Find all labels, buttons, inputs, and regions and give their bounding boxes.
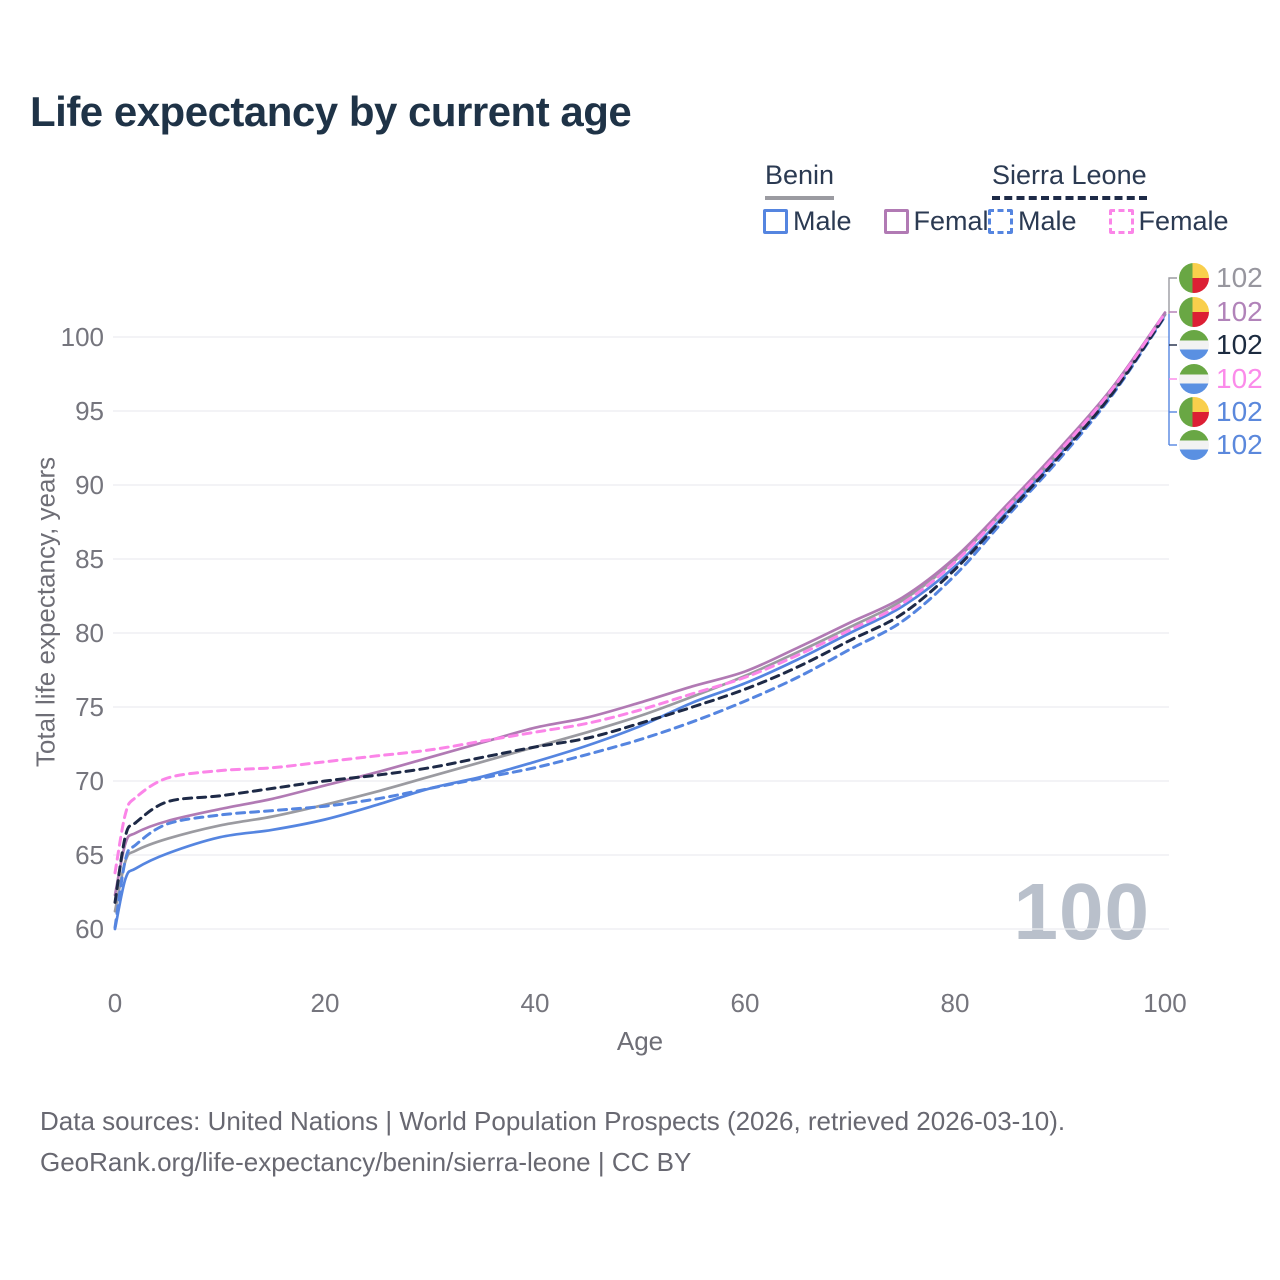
y-tick-100: 100: [60, 322, 104, 352]
series-line-benin-male[interactable]: [113, 313, 1167, 931]
end-value: 102: [1216, 363, 1263, 394]
legend-item-benin-male[interactable]: Male: [763, 206, 852, 237]
series-line-sierra-leone-female[interactable]: [113, 311, 1167, 875]
x-tick-0: 0: [107, 988, 123, 1018]
benin-female-swatch-icon: [883, 209, 909, 234]
end-label-sierra-leone-female[interactable]: 102: [1179, 363, 1263, 395]
benin-male-swatch-icon: [763, 209, 788, 234]
end-label-sierra-leone-total[interactable]: 102: [1179, 329, 1263, 361]
sierra-leone-flag-icon: [1179, 430, 1209, 460]
y-tick-70: 70: [75, 766, 104, 796]
y-tick-80: 80: [75, 618, 104, 648]
y-tick-60: 60: [75, 914, 104, 944]
y-tick-85: 85: [75, 544, 104, 574]
x-tick-20: 20: [310, 988, 340, 1018]
legend-label: Male: [793, 206, 852, 236]
end-value: 102: [1216, 396, 1263, 427]
legend-row-benin: Male Female: [763, 206, 1004, 237]
data-sources-text: Data sources: United Nations | World Pop…: [40, 1106, 1066, 1136]
georank-url-text: GeoRank.org/life-expectancy/benin/sierra…: [40, 1147, 692, 1177]
x-tick-80: 80: [940, 988, 970, 1018]
legend-row-sierra-leone: Male Female: [988, 206, 1229, 237]
benin-flag-icon: [1179, 297, 1209, 327]
page-title: Life expectancy by current age: [30, 88, 632, 135]
series-line-sierra-leone-total[interactable]: [113, 314, 1167, 904]
series-line-sierra-leone-male[interactable]: [113, 314, 1167, 929]
x-tick-40: 40: [520, 988, 550, 1018]
end-label-benin-male[interactable]: 102: [1179, 396, 1263, 428]
legend-label: Female: [1138, 206, 1229, 236]
sierra-leone-male-swatch-icon: [988, 209, 1013, 234]
end-value: 102: [1216, 429, 1263, 460]
y-tick-90: 90: [75, 470, 104, 500]
end-value: 102: [1216, 262, 1263, 293]
age-watermark: 100: [1013, 867, 1150, 956]
leader-line-benin-total: [1168, 277, 1177, 315]
legend-group-benin[interactable]: Benin: [765, 160, 835, 200]
series-line-benin-female[interactable]: [113, 311, 1167, 897]
x-tick-100: 100: [1143, 988, 1187, 1018]
legend-item-sierra-leone-male[interactable]: Male: [988, 206, 1077, 237]
y-tick-75: 75: [75, 692, 104, 722]
y-tick-65: 65: [75, 840, 104, 870]
x-axis-title: Age: [616, 1026, 664, 1056]
sierra-leone-female-swatch-icon: [1108, 209, 1134, 234]
x-tick-60: 60: [730, 988, 760, 1018]
end-label-sierra-leone-male[interactable]: 102: [1179, 429, 1263, 461]
series-line-benin-total[interactable]: [113, 312, 1167, 913]
legend-group-sierra-leone[interactable]: Sierra Leone: [992, 160, 1147, 200]
legend-label: Male: [1018, 206, 1077, 236]
end-value: 102: [1216, 329, 1263, 360]
end-label-benin-female[interactable]: 102: [1179, 296, 1263, 328]
benin-flag-icon: [1179, 263, 1209, 293]
legend-item-sierra-leone-female[interactable]: Female: [1108, 206, 1229, 237]
y-tick-95: 95: [75, 396, 104, 426]
benin-flag-icon: [1179, 397, 1209, 427]
sierra-leone-flag-icon: [1179, 330, 1209, 360]
end-label-benin-total[interactable]: 102: [1179, 262, 1263, 294]
end-value: 102: [1216, 296, 1263, 327]
sierra-leone-flag-icon: [1179, 364, 1209, 394]
